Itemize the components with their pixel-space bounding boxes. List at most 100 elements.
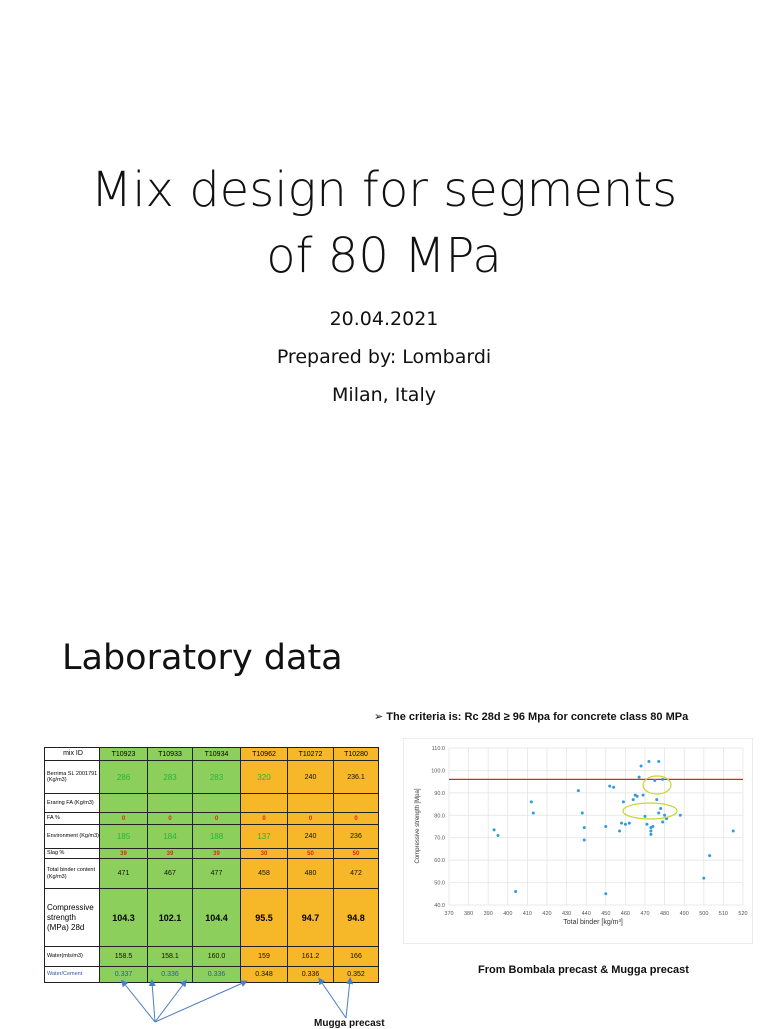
laboratory-title: Laboratory data [62, 638, 343, 678]
table-cell: 184 [147, 824, 193, 849]
data-point [731, 829, 735, 833]
table-cell [287, 793, 334, 813]
location-text: Milan, Italy [332, 384, 436, 406]
table-cell: 158.1 [147, 946, 193, 967]
x-tick-label: 400 [503, 911, 512, 917]
row-label: Berrima SL 2001791 (Kg/m3) [44, 760, 100, 794]
table-cell: 39 [147, 848, 193, 859]
table-cell: 283 [147, 760, 193, 794]
y-tick-labels: 40.0 50.0 60.0 70.0 80.0 90.0 100.0 110.0 [431, 746, 445, 909]
table-cell [192, 793, 241, 813]
row-label: Water/Cement [44, 966, 100, 983]
row-label: Compressive strength (MPa) 28d [44, 888, 100, 947]
table-cell: 0.336 [192, 966, 241, 983]
table-cell: 480 [287, 858, 334, 889]
table-cell: 160.0 [192, 946, 241, 967]
data-point [663, 813, 667, 817]
table-cell: 161.2 [287, 946, 334, 967]
table-cell: 159 [240, 946, 288, 967]
table-cell: 104.4 [192, 888, 241, 947]
data-point [621, 800, 625, 804]
data-point [604, 892, 608, 896]
table-cell: 0.337 [99, 966, 148, 983]
data-point [641, 793, 645, 797]
slide-title-line-1: Mix design for segments [90, 162, 678, 218]
data-point [661, 820, 665, 824]
y-tick-label: 60.0 [434, 858, 445, 864]
table-cell: 236 [333, 824, 379, 849]
data-point [492, 828, 496, 832]
data-point [651, 825, 655, 828]
table-row: Slag % 39 39 39 30 50 50 [44, 848, 379, 859]
source-text: From Bombala precast & Mugga precast [478, 964, 689, 976]
data-point [678, 813, 682, 817]
data-point [531, 811, 535, 815]
x-tick-label: 420 [542, 911, 551, 917]
table-cell [333, 793, 379, 813]
table-cell: 240 [287, 824, 334, 849]
x-tick-labels: 370 380 390 400 410 420 430 440 450 460 470 480 490 5… [444, 911, 747, 917]
highlight-ellipse-threshold [622, 802, 678, 820]
scatter-chart: 40.0 50.0 60.0 70.0 80.0 90.0 100.0 110.0 370 38… [403, 738, 753, 944]
table-cell: 166 [333, 946, 379, 967]
data-point [643, 814, 647, 818]
data-point [657, 759, 661, 763]
mix-id-cell: T10962 [240, 747, 288, 761]
y-tick-label: 70.0 [434, 836, 445, 842]
mix-id-cell: T10280 [333, 747, 379, 761]
header-mix-id: mix ID [44, 747, 100, 761]
data-point [649, 832, 653, 836]
table-cell: 188 [192, 824, 241, 849]
mix-id-cell: T10934 [192, 747, 241, 761]
x-tick-label: 520 [738, 911, 747, 917]
data-point [647, 759, 651, 763]
table-cell: 0 [287, 812, 334, 825]
table-cell [99, 793, 148, 813]
row-label: FA % [44, 812, 100, 825]
date-text: 20.04.2021 [329, 308, 439, 330]
x-tick-label: 380 [464, 911, 473, 917]
arrow-line [345, 977, 354, 1019]
row-label: Total binder content (Kg/m3) [44, 858, 100, 889]
criteria-text: ➢ The criteria is: Rc 28d ≥ 96 Mpa for c… [374, 711, 689, 723]
x-tick-label: 430 [562, 911, 571, 917]
table-cell: 39 [99, 848, 148, 859]
data-point [645, 822, 649, 826]
mix-id-cell: T10933 [147, 747, 193, 761]
table-cell: 30 [240, 848, 288, 859]
x-tick-label: 480 [660, 911, 669, 917]
title-slide: Mix design for segments of 80 MPa 20.04.… [90, 162, 678, 406]
data-point [659, 807, 663, 811]
table-row: Water(mls/m3) 158.5 158.1 160.0 159 161.… [44, 946, 379, 967]
data-point [655, 798, 659, 802]
table-cell: 458 [240, 858, 288, 889]
data-point [576, 789, 580, 793]
table-header-row: mix ID T10923 T10933 T10934 T10962 T1027… [44, 747, 379, 761]
data-points [492, 759, 735, 896]
x-tick-label: 490 [680, 911, 689, 917]
highlight-ellipse-top [642, 775, 672, 795]
x-tick-label: 450 [601, 911, 610, 917]
data-point [612, 785, 616, 789]
table-cell: 0 [240, 812, 288, 825]
table-cell: 471 [99, 858, 148, 889]
data-point [649, 829, 653, 833]
data-point [635, 794, 639, 798]
data-point [618, 829, 622, 833]
table-cell [147, 793, 193, 813]
table-cell: 0 [147, 812, 193, 825]
row-label: Eraring FA (Kg/m3) [44, 793, 100, 813]
table-cell [240, 793, 288, 813]
chart-frame [403, 738, 753, 944]
data-point [657, 811, 661, 815]
table-cell: 0.348 [240, 966, 288, 983]
arrow-line [121, 979, 156, 1023]
table-cell: 185 [99, 824, 148, 849]
table-cell: 102.1 [147, 888, 193, 947]
data-point [619, 821, 623, 825]
annotation-arrows [121, 977, 354, 1023]
table-cell: 94.7 [287, 888, 334, 947]
data-point [623, 822, 627, 826]
y-tick-label: 100.0 [431, 768, 445, 774]
x-tick-label: 460 [621, 911, 630, 917]
